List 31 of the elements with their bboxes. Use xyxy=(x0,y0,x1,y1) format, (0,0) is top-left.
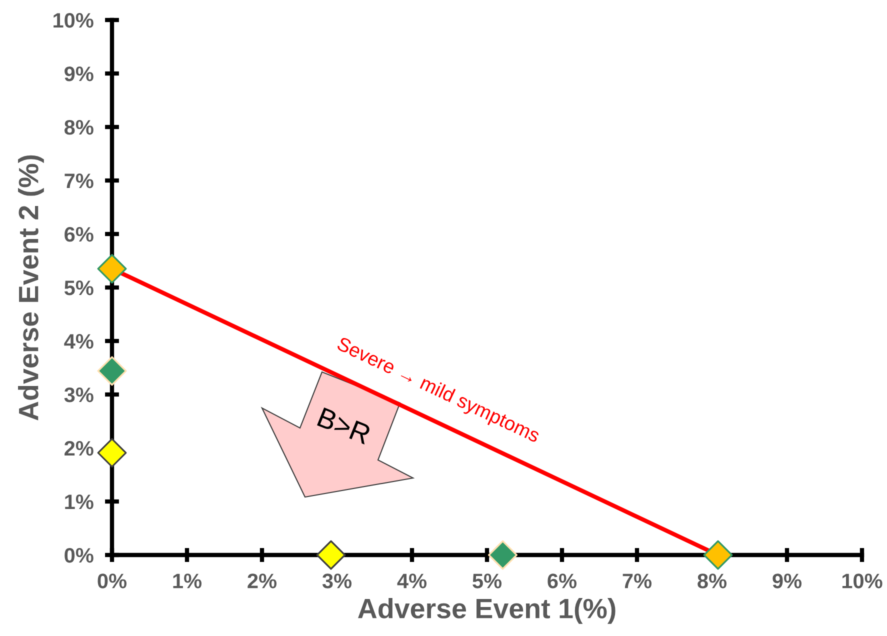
y-tick-label: 3% xyxy=(64,388,94,402)
x-tick-label: 9% xyxy=(772,574,802,588)
x-tick-label: 1% xyxy=(173,574,202,588)
y-tick-label: 7% xyxy=(64,174,94,188)
x-tick-label: 6% xyxy=(548,574,577,588)
y-axis-title: Adverse Event 2 (%) xyxy=(18,155,44,420)
point xyxy=(703,540,733,570)
point xyxy=(488,540,518,570)
y-tick-label: 6% xyxy=(64,227,94,242)
x-tick-label: 5% xyxy=(472,574,502,588)
x-axis-title: Adverse Event 1(%) xyxy=(358,598,616,624)
y-tick-label: 10% xyxy=(54,13,94,28)
y-tick-label: 1% xyxy=(65,494,94,510)
x-tick-label: 2% xyxy=(248,574,277,588)
x-tick-label: 8% xyxy=(698,574,727,588)
y-tick-label: 4% xyxy=(64,334,94,349)
x-tick-label: 0% xyxy=(98,574,127,588)
point xyxy=(97,254,127,284)
y-tick-label: 9% xyxy=(64,66,94,82)
point xyxy=(97,438,127,468)
point xyxy=(316,540,346,570)
y-tick-label: 0% xyxy=(64,548,94,563)
x-tick-label: 3% xyxy=(322,574,352,588)
y-tick-label: 5% xyxy=(64,280,94,296)
x-tick-label: 10% xyxy=(842,574,882,588)
x-tick-label: 7% xyxy=(622,574,652,588)
x-tick-label: 4% xyxy=(397,574,427,588)
y-tick-label: 8% xyxy=(64,120,94,135)
y-tick-label: 2% xyxy=(64,441,94,456)
point xyxy=(97,356,127,386)
annotation: B>R xyxy=(317,408,372,444)
